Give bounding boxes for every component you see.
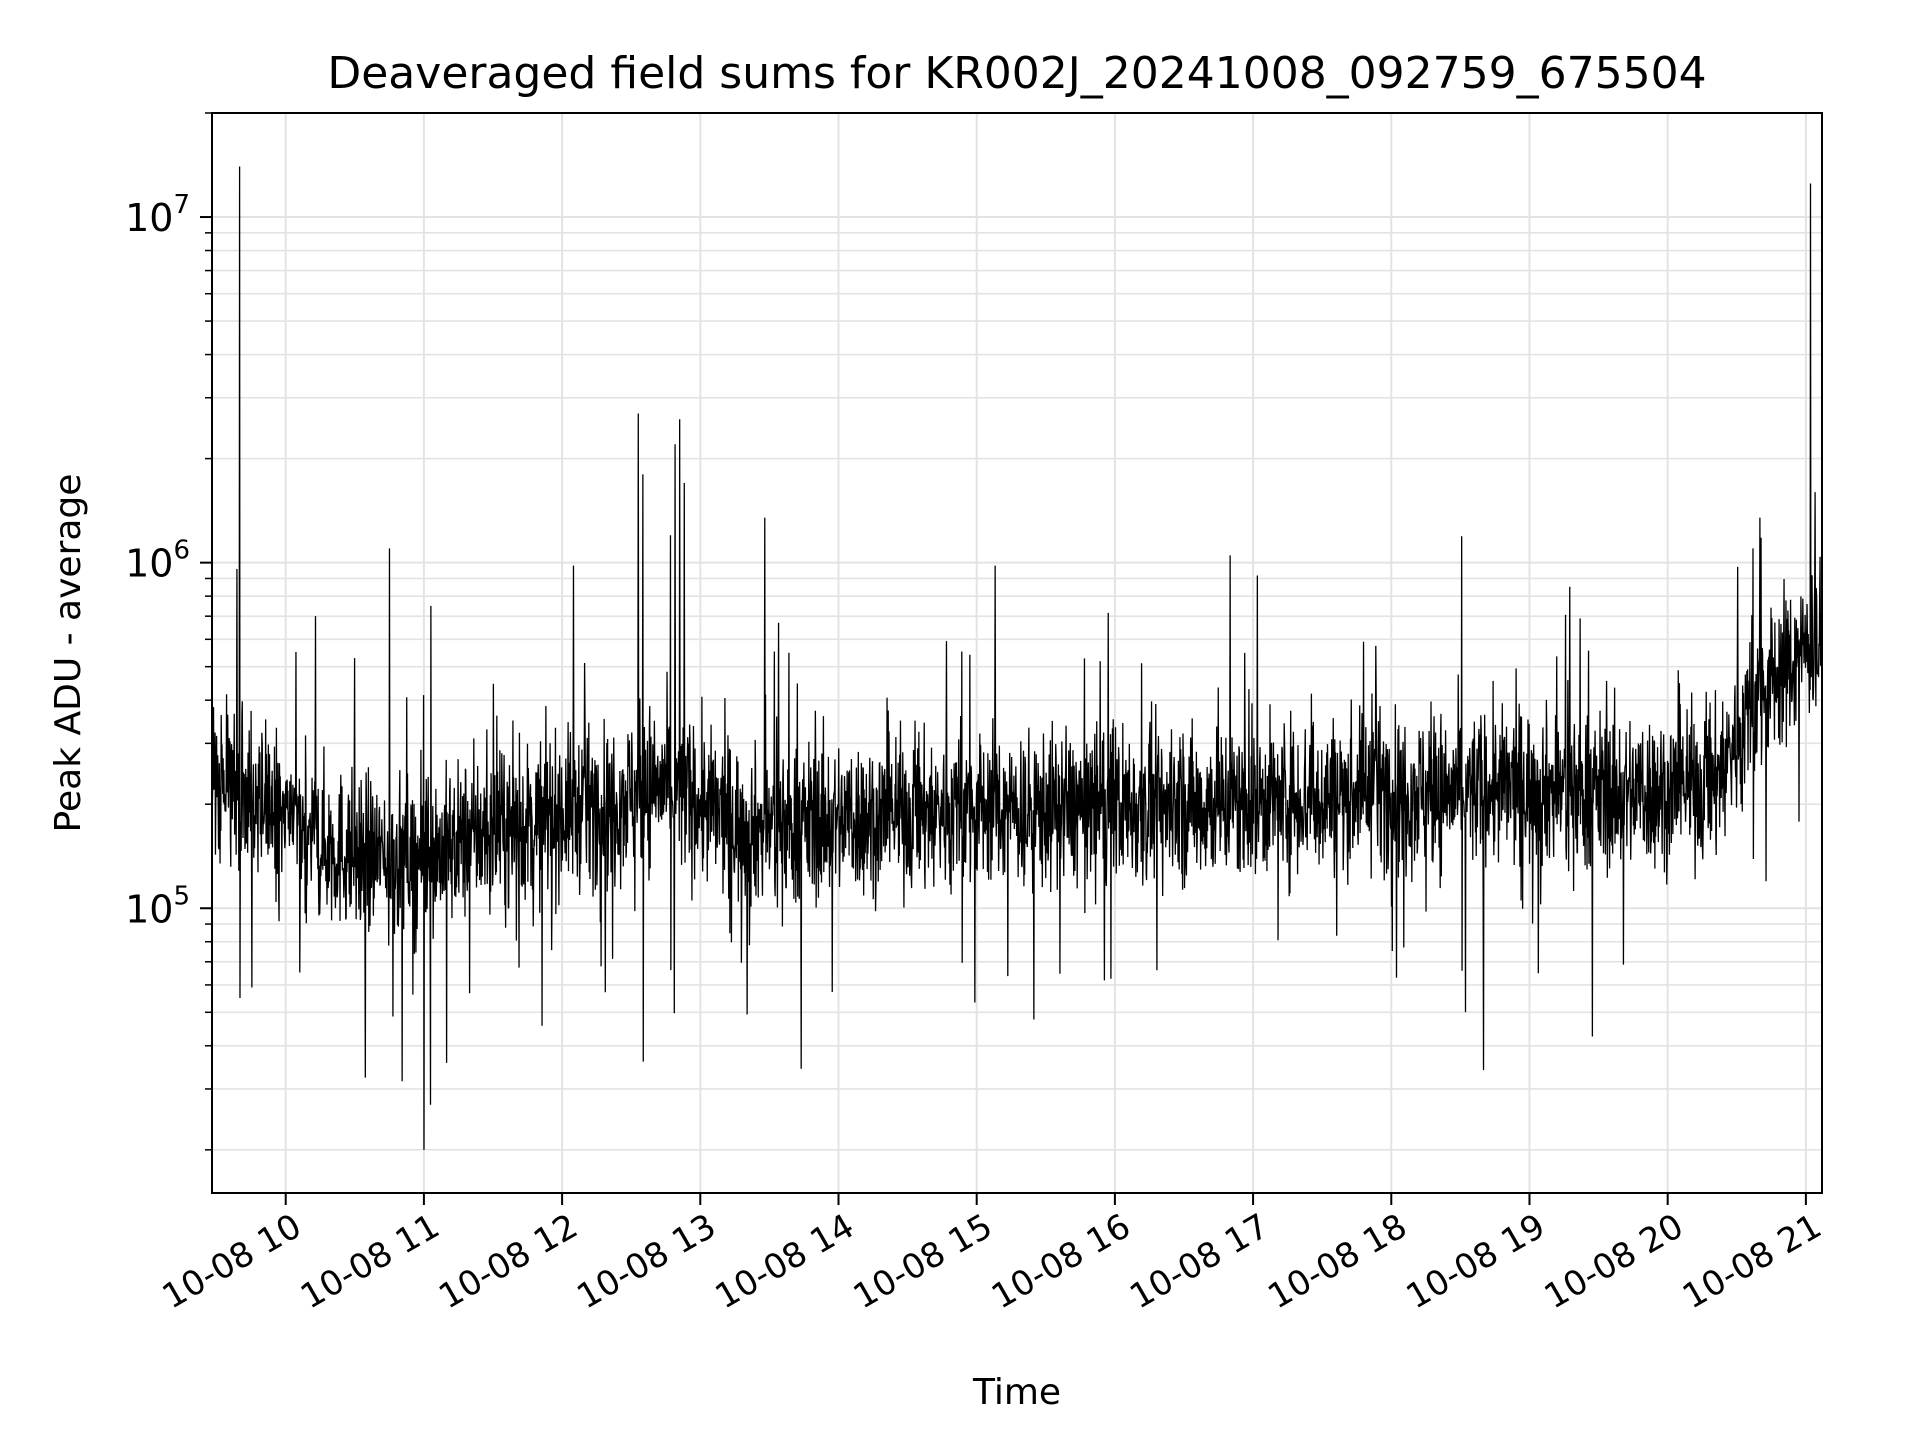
y-axis-label: Peak ADU - average [48, 474, 89, 833]
y-tick-label: 106 [125, 536, 190, 586]
plot-frame [211, 112, 1823, 1194]
series-line [211, 166, 1823, 1150]
y-tick-label: 105 [125, 881, 190, 931]
data-series [211, 166, 1823, 1150]
chart-title: Deaveraged field sums for KR002J_2024100… [327, 48, 1706, 99]
y-tick-label: 107 [125, 190, 190, 240]
x-axis-label: Time [972, 1372, 1061, 1413]
